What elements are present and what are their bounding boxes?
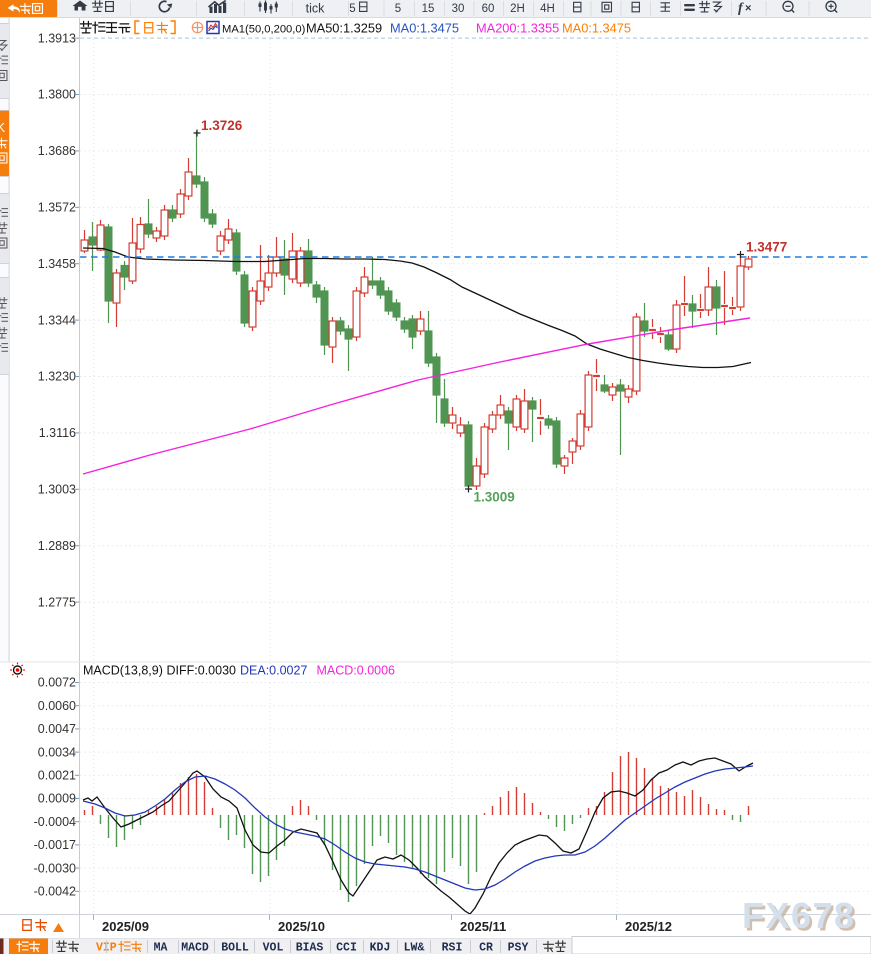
svg-text:-0.0042: -0.0042 — [34, 885, 76, 899]
svg-text:1.3230: 1.3230 — [38, 370, 76, 384]
svg-text:1.3572: 1.3572 — [38, 201, 76, 215]
svg-text:KDJ: KDJ — [370, 942, 391, 954]
svg-text:1.3009: 1.3009 — [474, 490, 515, 505]
svg-text:30: 30 — [452, 3, 465, 15]
svg-text:CCI: CCI — [336, 942, 357, 954]
svg-text:5: 5 — [395, 3, 401, 15]
svg-text:1.3458: 1.3458 — [38, 257, 76, 271]
svg-text:4H: 4H — [540, 3, 555, 15]
svg-text:MA0:1.3475: MA0:1.3475 — [562, 21, 631, 36]
svg-text:MA50:1.3259: MA50:1.3259 — [306, 21, 382, 36]
svg-text:VOL: VOL — [263, 942, 284, 954]
svg-text:1.3116: 1.3116 — [39, 426, 76, 440]
svg-text:1.2889: 1.2889 — [38, 539, 76, 553]
svg-text:1.3477: 1.3477 — [746, 240, 787, 255]
svg-text:1.3726: 1.3726 — [201, 118, 243, 133]
svg-text:FX678: FX678 — [742, 895, 856, 936]
svg-text:1.3344: 1.3344 — [38, 313, 76, 327]
svg-text:K: K — [0, 120, 6, 135]
svg-text:2H: 2H — [510, 3, 525, 15]
svg-text:1.2775: 1.2775 — [38, 595, 76, 609]
svg-text:DEA:0.0027: DEA:0.0027 — [240, 664, 307, 678]
svg-text:MACD:0.0006: MACD:0.0006 — [317, 664, 396, 678]
svg-text:2025/09: 2025/09 — [102, 919, 149, 934]
svg-text:2025/11: 2025/11 — [460, 919, 506, 934]
svg-text:DIFF:0.0030: DIFF:0.0030 — [167, 664, 237, 678]
svg-text:0.0009: 0.0009 — [38, 792, 76, 806]
svg-text:MA: MA — [154, 942, 168, 954]
svg-text:MA200:1.3355: MA200:1.3355 — [476, 21, 559, 36]
svg-text:MA0:1.3475: MA0:1.3475 — [390, 21, 459, 36]
svg-text:0.0021: 0.0021 — [38, 769, 76, 783]
svg-text:60: 60 — [482, 3, 495, 15]
svg-text:f: f — [738, 1, 744, 16]
svg-text:MACD(13,8,9): MACD(13,8,9) — [83, 664, 163, 678]
svg-text:PSY: PSY — [508, 942, 529, 954]
svg-text:-0.0004: -0.0004 — [34, 815, 76, 829]
svg-text:0.0034: 0.0034 — [38, 745, 76, 759]
svg-text:LW&: LW& — [404, 942, 425, 954]
svg-text:0.0072: 0.0072 — [38, 676, 76, 690]
svg-text:2025/12: 2025/12 — [625, 919, 672, 934]
svg-text:1.3686: 1.3686 — [38, 144, 76, 158]
svg-text:-0.0030: -0.0030 — [34, 861, 76, 875]
svg-text:1.3913: 1.3913 — [38, 31, 76, 45]
svg-text:0.0047: 0.0047 — [38, 722, 76, 736]
svg-text:FX678: FX678 — [745, 898, 859, 939]
svg-text:tick: tick — [306, 2, 326, 16]
svg-text:MA1(50,0,200,0): MA1(50,0,200,0) — [222, 24, 306, 36]
svg-text:×: × — [745, 3, 751, 15]
svg-text:2025/10: 2025/10 — [278, 919, 325, 934]
svg-text:0.0060: 0.0060 — [38, 699, 76, 713]
svg-text:15: 15 — [422, 3, 435, 15]
svg-text:RSI: RSI — [442, 942, 463, 954]
svg-text:5: 5 — [349, 3, 355, 15]
svg-text:MACD: MACD — [181, 942, 209, 954]
svg-text:CR: CR — [479, 942, 493, 954]
svg-text:-0.0017: -0.0017 — [34, 838, 76, 852]
svg-text:1.3003: 1.3003 — [38, 483, 76, 497]
svg-text:BIAS: BIAS — [296, 942, 324, 954]
svg-text:1.3800: 1.3800 — [38, 88, 76, 102]
svg-text:BOLL: BOLL — [221, 942, 249, 954]
